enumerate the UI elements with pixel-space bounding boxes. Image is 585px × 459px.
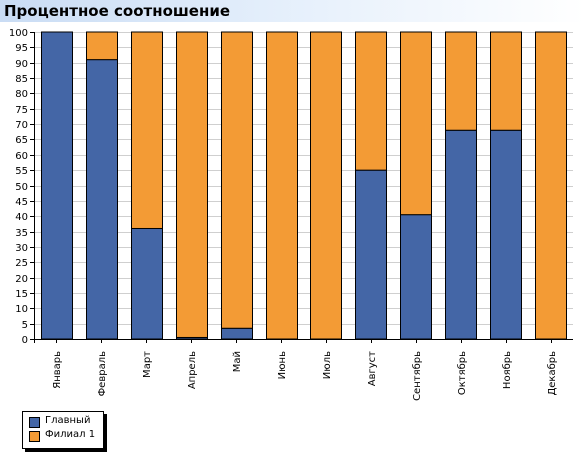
y-tick-label: 55 bbox=[15, 166, 28, 177]
x-tick-label: Март bbox=[142, 351, 153, 378]
x-tick-label: Июнь bbox=[277, 351, 288, 379]
y-tick-label: 60 bbox=[15, 151, 28, 162]
bar-segment bbox=[400, 214, 432, 340]
x-tick-label: Июль bbox=[322, 351, 333, 379]
y-tick-label: 85 bbox=[15, 74, 28, 85]
x-tick-label: Январь bbox=[52, 351, 63, 389]
legend-swatch-filial bbox=[29, 431, 40, 442]
y-tick-label: 95 bbox=[15, 43, 28, 54]
bar-segment bbox=[355, 31, 387, 171]
bar-segment bbox=[221, 327, 253, 340]
bar-segment bbox=[355, 169, 387, 340]
y-tick-label: 65 bbox=[15, 135, 28, 146]
bar-segment bbox=[176, 31, 208, 338]
y-tick-label: 0 bbox=[22, 335, 28, 346]
bar-segment bbox=[221, 31, 253, 329]
bar-segment bbox=[41, 31, 73, 340]
chart-title: Процентное соотношение bbox=[4, 2, 231, 20]
y-tick-label: 5 bbox=[22, 320, 28, 331]
legend: Главный Филиал 1 bbox=[22, 411, 104, 449]
legend-swatch-glavny bbox=[29, 417, 40, 428]
bar-segment bbox=[86, 31, 118, 61]
x-tick-label: Сентябрь bbox=[412, 351, 423, 401]
x-tick-label: Ноябрь bbox=[502, 351, 513, 389]
x-tick-label: Апрель bbox=[187, 351, 198, 389]
y-tick-label: 70 bbox=[15, 120, 28, 131]
y-tick-label: 75 bbox=[15, 105, 28, 116]
bar-segment bbox=[131, 227, 163, 340]
bar-segment bbox=[131, 31, 163, 229]
y-tick-label: 10 bbox=[15, 304, 28, 315]
y-tick-label: 25 bbox=[15, 258, 28, 269]
y-tick-label: 30 bbox=[15, 243, 28, 254]
x-tick-label: Декабрь bbox=[547, 351, 558, 396]
legend-label-glavny: Главный bbox=[45, 415, 91, 426]
bar-segment bbox=[490, 129, 522, 340]
x-tick-label: Май bbox=[232, 351, 243, 372]
y-tick-label: 100 bbox=[9, 28, 28, 39]
bar-segment bbox=[310, 31, 342, 340]
bar-segment bbox=[490, 31, 522, 131]
title-bar: Процентное соотношение bbox=[0, 0, 585, 22]
bar-segment bbox=[445, 129, 477, 340]
legend-label-filial: Филиал 1 bbox=[45, 429, 96, 440]
y-tick-label: 20 bbox=[15, 274, 28, 285]
x-tick-label: Февраль bbox=[97, 351, 108, 397]
bar-segment bbox=[86, 59, 118, 340]
x-tick-label: Август bbox=[367, 351, 378, 386]
bar-segment bbox=[266, 31, 298, 340]
y-tick-label: 40 bbox=[15, 212, 28, 223]
y-tick-label: 35 bbox=[15, 228, 28, 239]
bar-segment bbox=[445, 31, 477, 131]
bar-segment bbox=[535, 31, 567, 340]
y-tick-label: 90 bbox=[15, 59, 28, 70]
y-tick-label: 80 bbox=[15, 89, 28, 100]
y-tick-label: 45 bbox=[15, 197, 28, 208]
y-tick-label: 50 bbox=[15, 182, 28, 193]
y-tick-label: 15 bbox=[15, 289, 28, 300]
x-tick-label: Октябрь bbox=[457, 351, 468, 395]
bar-segment bbox=[400, 31, 432, 216]
